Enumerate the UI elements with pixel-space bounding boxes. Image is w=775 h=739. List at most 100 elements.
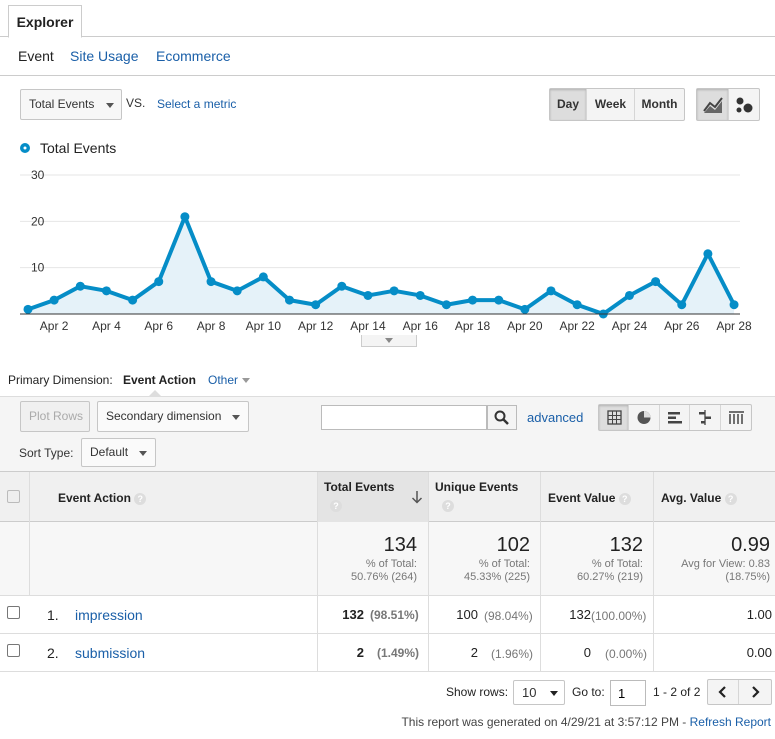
header-event-value[interactable]: Event Value ? — [548, 491, 631, 505]
help-icon[interactable]: ? — [724, 492, 737, 505]
chart-data-point[interactable] — [624, 290, 634, 300]
day-button[interactable]: Day — [550, 89, 587, 120]
x-tick-label: Apr 6 — [144, 319, 173, 333]
percentage-view-button[interactable] — [629, 405, 660, 430]
tab-explorer[interactable]: Explorer — [8, 5, 82, 38]
event-value-pct-label: % of Total: — [591, 558, 643, 570]
performance-view-button[interactable] — [660, 405, 690, 430]
x-tick-label: Apr 26 — [664, 319, 700, 333]
subtab-site-usage[interactable]: Site Usage — [70, 48, 139, 64]
pager-range: 1 - 2 of 2 — [653, 685, 701, 699]
comparison-view-button[interactable] — [690, 405, 721, 430]
refresh-report-link[interactable]: Refresh Report — [689, 715, 771, 729]
help-icon[interactable]: ? — [618, 492, 631, 505]
line-chart-button[interactable] — [697, 89, 729, 120]
x-tick-label: Apr 18 — [455, 319, 491, 333]
chart-data-point[interactable] — [311, 300, 321, 310]
help-icon[interactable]: ? — [134, 492, 147, 505]
secondary-dimension-dropdown[interactable]: Secondary dimension — [97, 401, 249, 432]
x-tick-label: Apr 16 — [403, 319, 439, 333]
header-avg-value[interactable]: Avg. Value ? — [661, 491, 737, 505]
chart-data-point[interactable] — [520, 304, 530, 314]
chart-data-point[interactable] — [258, 272, 268, 282]
chart-data-point[interactable] — [232, 286, 242, 296]
metric-dropdown[interactable]: Total Events — [20, 89, 122, 120]
chevron-down-icon — [385, 338, 393, 343]
motion-chart-button[interactable] — [729, 89, 759, 120]
row-index: 2. — [47, 645, 59, 661]
total-events-pct-label: % of Total: — [365, 558, 417, 570]
chart-data-point[interactable] — [206, 277, 216, 287]
chart-data-point[interactable] — [75, 281, 85, 291]
column-divider — [540, 472, 541, 672]
goto-page-input[interactable] — [610, 680, 646, 706]
chart-data-point[interactable] — [389, 286, 399, 296]
chart-data-point[interactable] — [363, 290, 373, 300]
row-event-action-link[interactable]: submission — [75, 645, 146, 661]
goto-label: Go to: — [572, 685, 605, 699]
chart-data-point[interactable] — [703, 249, 713, 259]
x-tick-label: Apr 2 — [40, 319, 69, 333]
select-all-checkbox[interactable] — [7, 490, 20, 503]
table-search-input[interactable] — [321, 405, 487, 430]
chart-data-point[interactable] — [651, 277, 661, 287]
plot-rows-button[interactable]: Plot Rows — [20, 401, 90, 432]
row-unique-events: 2 — [470, 645, 478, 660]
show-rows-select[interactable]: 10 — [513, 680, 565, 705]
unique-events-pct: 45.33% (225) — [463, 571, 530, 583]
chart-data-point[interactable] — [494, 295, 504, 305]
header-total-events[interactable]: Total Events — [324, 480, 395, 494]
chart-collapse-handle[interactable] — [361, 335, 417, 347]
chart-data-point[interactable] — [128, 295, 138, 305]
row-checkbox[interactable] — [7, 606, 20, 619]
comparison-icon — [699, 410, 711, 425]
chart-data-point[interactable] — [468, 295, 478, 305]
header-avg-value-label: Avg. Value — [661, 491, 722, 505]
chart-data-point[interactable] — [415, 290, 425, 300]
chart-data-point[interactable] — [23, 304, 33, 314]
search-button[interactable] — [487, 405, 517, 430]
data-view-button[interactable] — [599, 405, 629, 430]
total-events-sum: 134 — [383, 534, 417, 556]
subtab-ecommerce[interactable]: Ecommerce — [156, 48, 231, 64]
header-event-action[interactable]: Event Action ? — [58, 491, 147, 505]
row-event-action-link[interactable]: impression — [75, 607, 143, 623]
y-tick-label: 30 — [31, 168, 45, 182]
pie-chart-icon — [637, 411, 651, 424]
chart-data-point[interactable] — [337, 281, 347, 291]
previous-page-button[interactable] — [708, 680, 739, 704]
row-checkbox[interactable] — [7, 644, 20, 657]
report-tab-bar: Explorer — [0, 0, 775, 38]
subtab-event[interactable]: Event — [18, 48, 54, 64]
row-divider — [0, 633, 775, 634]
chart-data-point[interactable] — [285, 295, 294, 305]
chart-data-point[interactable] — [101, 286, 111, 296]
chevron-down-icon — [232, 415, 240, 420]
sort-type-dropdown[interactable]: Default — [81, 438, 156, 467]
bar-chart-icon — [668, 412, 682, 424]
secondary-dimension-label: Secondary dimension — [106, 409, 222, 423]
unique-events-pct-label: % of Total: — [478, 558, 530, 570]
help-icon[interactable]: ? — [330, 500, 342, 512]
report-footer: This report was generated on 4/29/21 at … — [401, 715, 771, 729]
dimension-event-action[interactable]: Event Action — [123, 373, 196, 387]
chart-data-point[interactable] — [677, 300, 687, 310]
next-page-button[interactable] — [739, 680, 771, 704]
chart-data-point[interactable] — [546, 286, 556, 296]
chart-data-point[interactable] — [572, 300, 582, 310]
dimension-other-link[interactable]: Other — [208, 373, 239, 387]
pivot-table-icon — [729, 411, 744, 424]
chart-data-point[interactable] — [180, 212, 190, 222]
week-button[interactable]: Week — [587, 89, 635, 120]
header-unique-events[interactable]: Unique Events — [435, 480, 519, 494]
chart-data-point[interactable] — [441, 300, 451, 310]
chart-data-point[interactable] — [154, 277, 164, 287]
pivot-view-button[interactable] — [721, 405, 751, 430]
help-icon[interactable]: ? — [442, 500, 454, 512]
x-tick-label: Apr 14 — [350, 319, 386, 333]
month-button[interactable]: Month — [641, 97, 678, 111]
chart-data-point[interactable] — [49, 295, 59, 305]
advanced-search-link[interactable]: advanced — [527, 410, 584, 425]
select-metric-link[interactable]: Select a metric — [157, 97, 237, 111]
chart-data-point[interactable] — [729, 300, 739, 310]
